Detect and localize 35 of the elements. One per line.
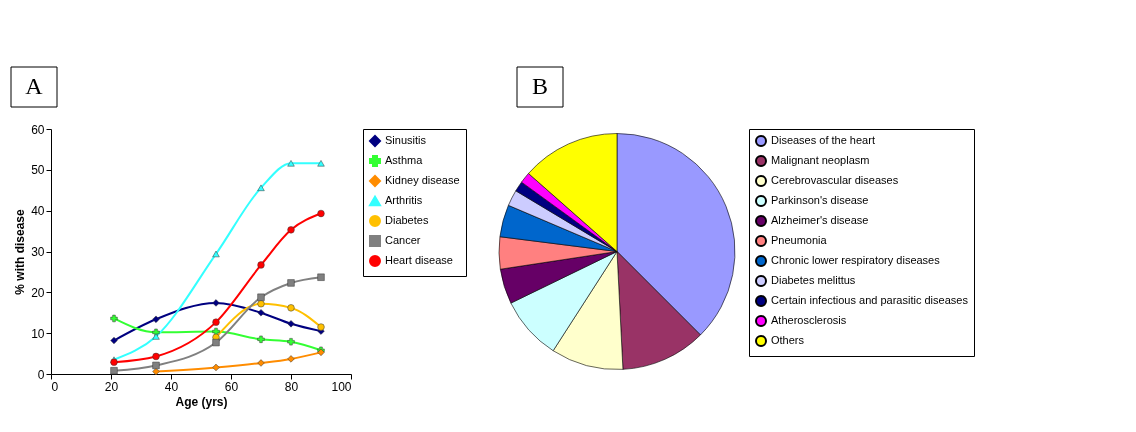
x-axis-title: Age (yrs) (175, 394, 228, 409)
x-tick-label: 0 (51, 379, 59, 394)
x-tick-label: 100 (331, 379, 352, 394)
legend-label: Diabetes melittus (771, 274, 856, 286)
x-tick-label: 40 (164, 379, 179, 394)
legend-label: Sinusitis (385, 134, 427, 146)
y-tick-label: 20 (31, 285, 45, 300)
legend-label: Chronic lower respiratory diseases (771, 254, 941, 266)
legend-label: Atherosclerosis (771, 314, 847, 326)
y-tick-label: 0 (37, 367, 45, 382)
legend-label: Malignant neoplasm (771, 154, 870, 166)
legend-label: Pneumonia (771, 234, 828, 246)
legend-label: Diseases of the heart (771, 134, 875, 146)
text: B (531, 73, 549, 99)
legend-label: Arthritis (385, 194, 423, 206)
y-tick-label: 50 (31, 163, 45, 178)
legend-label: Cerebrovascular diseases (771, 174, 899, 186)
legend-label: Others (771, 334, 805, 346)
text: A (25, 73, 44, 99)
legend-label: Cancer (385, 234, 421, 246)
y-tick-label: 10 (31, 326, 45, 341)
legend-label: Parkinson's disease (771, 194, 869, 206)
x-tick-label: 20 (104, 379, 119, 394)
x-tick-label: 80 (284, 379, 299, 394)
legend-label: Diabetes (385, 214, 429, 226)
legend-label: Heart disease (385, 254, 453, 266)
legend-label: Kidney disease (385, 174, 460, 186)
x-tick-label: 60 (224, 379, 239, 394)
y-axis-title: % with disease (13, 209, 28, 295)
legend-label: Certain infectious and parasitic diseases (771, 294, 969, 306)
y-tick-label: 40 (31, 204, 45, 219)
legend-label: Alzheimer's disease (771, 214, 869, 226)
y-tick-label: 60 (31, 122, 45, 137)
y-tick-label: 30 (31, 245, 45, 259)
legend-label: Asthma (385, 154, 424, 166)
